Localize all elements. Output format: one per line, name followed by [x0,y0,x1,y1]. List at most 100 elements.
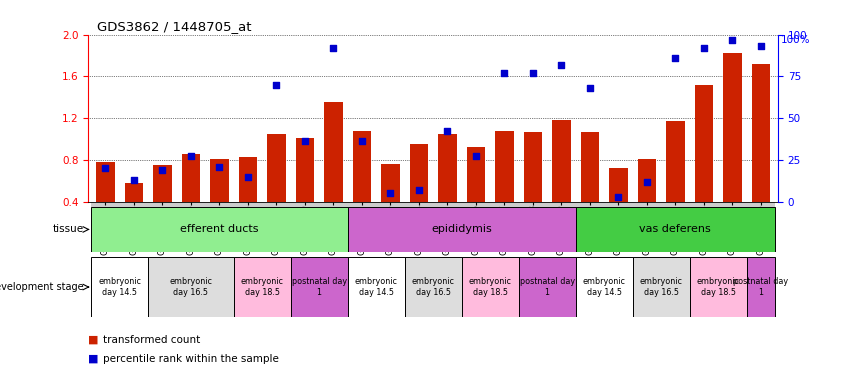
Bar [405,202,433,233]
Bar [666,121,685,243]
Bar [495,131,514,243]
Bar [182,154,200,243]
Bar [632,257,690,317]
Point [583,85,596,91]
Text: vas deferens: vas deferens [639,224,711,235]
Text: ■: ■ [88,335,98,345]
Point [441,128,454,134]
Bar [291,257,347,317]
Point [754,43,768,49]
Bar [433,202,462,233]
Bar [661,202,690,233]
Bar [410,144,428,243]
Point [498,70,511,76]
Point [127,177,140,183]
Text: efferent ducts: efferent ducts [180,224,259,235]
Text: transformed count: transformed count [103,335,200,345]
Bar [262,202,291,233]
Bar [177,202,205,233]
Bar [347,202,376,233]
Point [383,190,397,196]
Bar [552,120,570,243]
Bar [462,257,519,317]
Bar [580,132,599,243]
Bar [695,85,713,243]
Text: embryonic
day 18.5: embryonic day 18.5 [468,277,511,297]
Point [697,45,711,51]
Bar [91,202,119,233]
Bar [381,164,399,243]
Bar [205,202,234,233]
Bar [519,257,575,317]
Point [726,36,739,43]
Bar [524,132,542,243]
Bar [462,202,490,233]
Bar [234,202,262,233]
Text: embryonic
day 18.5: embryonic day 18.5 [696,277,739,297]
Bar [319,202,347,233]
Bar [296,138,315,243]
Bar [690,257,747,317]
Bar [604,202,632,233]
Text: postnatal day
1: postnatal day 1 [733,277,788,297]
Bar [575,207,775,252]
Bar [352,131,371,243]
Bar [376,202,405,233]
Point [98,165,112,171]
Bar [690,202,718,233]
Bar [467,147,485,243]
Bar [575,257,632,317]
Bar [637,159,656,243]
Point [640,179,653,185]
Text: embryonic
day 16.5: embryonic day 16.5 [640,277,683,297]
Bar [210,159,229,243]
Bar [291,202,319,233]
Bar [153,165,172,243]
Bar [347,207,575,252]
Bar [96,162,114,243]
Bar [405,257,462,317]
Bar [148,202,177,233]
Text: 100%: 100% [780,35,810,45]
Bar [239,157,257,243]
Bar [148,257,234,317]
Point [526,70,540,76]
Text: percentile rank within the sample: percentile rank within the sample [103,354,278,364]
Text: GDS3862 / 1448705_at: GDS3862 / 1448705_at [97,20,251,33]
Text: epididymis: epididymis [431,224,492,235]
Point [270,82,283,88]
Bar [324,103,342,243]
Bar [752,64,770,243]
Text: development stage: development stage [0,282,84,292]
Point [241,174,255,180]
Text: tissue: tissue [53,224,84,235]
Bar [490,202,519,233]
Text: postnatal day
1: postnatal day 1 [520,277,574,297]
Point [355,138,368,144]
Point [611,194,625,200]
Point [412,187,426,193]
Bar [718,202,747,233]
Point [299,138,312,144]
Bar [632,202,661,233]
Bar [91,257,148,317]
Point [669,55,682,61]
Bar [347,257,405,317]
Bar [547,202,575,233]
Text: embryonic
day 16.5: embryonic day 16.5 [411,277,455,297]
Bar [119,202,148,233]
Bar [747,202,775,233]
Bar [575,202,604,233]
Text: ■: ■ [88,354,98,364]
Bar [609,168,627,243]
Point [156,167,169,173]
Text: embryonic
day 16.5: embryonic day 16.5 [169,277,213,297]
Bar [267,134,286,243]
Bar [91,207,347,252]
Point [213,164,226,170]
Bar [519,202,547,233]
Point [469,154,483,160]
Bar [438,134,457,243]
Bar [747,257,775,317]
Text: embryonic
day 14.5: embryonic day 14.5 [583,277,626,297]
